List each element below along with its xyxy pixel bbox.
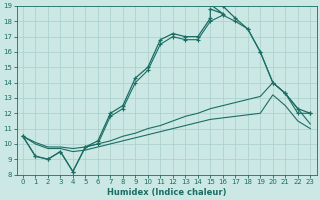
X-axis label: Humidex (Indice chaleur): Humidex (Indice chaleur) xyxy=(107,188,226,197)
